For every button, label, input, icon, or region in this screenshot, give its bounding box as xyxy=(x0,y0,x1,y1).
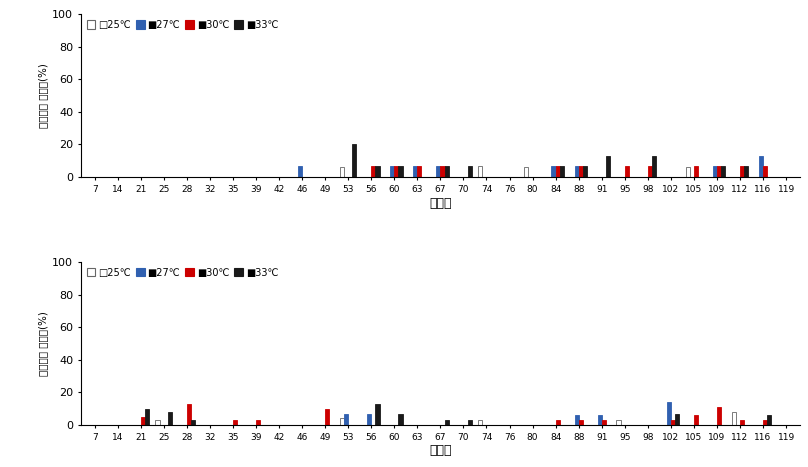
Bar xyxy=(694,166,698,177)
Bar xyxy=(721,166,726,177)
Bar xyxy=(598,415,602,425)
Bar xyxy=(763,420,767,425)
Bar xyxy=(732,412,736,425)
Bar xyxy=(325,409,330,425)
Bar xyxy=(717,166,721,177)
Bar xyxy=(233,420,237,425)
Bar xyxy=(478,166,482,177)
Bar xyxy=(675,414,680,425)
Bar xyxy=(376,166,380,177)
Bar xyxy=(648,166,652,177)
Bar xyxy=(579,166,583,177)
Y-axis label: 수콃성충 폐사율(%): 수콃성충 폐사율(%) xyxy=(38,311,48,376)
Bar xyxy=(767,415,772,425)
Bar xyxy=(667,402,671,425)
Bar xyxy=(556,166,560,177)
Bar xyxy=(759,156,763,177)
Bar xyxy=(574,415,579,425)
Bar xyxy=(478,420,482,425)
Legend: □25℃, ■27℃, ■30℃, ■33℃: □25℃, ■27℃, ■30℃, ■33℃ xyxy=(82,16,282,34)
Bar xyxy=(394,166,398,177)
Bar xyxy=(625,166,629,177)
Bar xyxy=(524,167,528,177)
Bar xyxy=(444,166,448,177)
Bar xyxy=(556,420,560,425)
Bar xyxy=(398,414,402,425)
Bar xyxy=(444,420,448,425)
Bar xyxy=(713,166,717,177)
Bar xyxy=(256,420,260,425)
Bar xyxy=(340,418,344,425)
Bar xyxy=(468,420,472,425)
Bar xyxy=(652,156,656,177)
X-axis label: 산란일: 산란일 xyxy=(429,197,452,210)
Bar xyxy=(145,409,149,425)
Bar xyxy=(740,166,744,177)
Bar xyxy=(436,166,440,177)
Bar xyxy=(740,420,744,425)
Bar xyxy=(398,166,402,177)
Bar xyxy=(298,166,302,177)
Bar xyxy=(694,415,698,425)
Bar xyxy=(187,404,191,425)
Bar xyxy=(367,414,371,425)
Legend: □25℃, ■27℃, ■30℃, ■33℃: □25℃, ■27℃, ■30℃, ■33℃ xyxy=(82,264,282,282)
Bar xyxy=(717,407,721,425)
Bar xyxy=(155,420,160,425)
Bar xyxy=(686,167,690,177)
Bar xyxy=(744,166,748,177)
Bar xyxy=(191,420,195,425)
Bar xyxy=(579,420,583,425)
Bar xyxy=(583,166,587,177)
Bar xyxy=(560,166,564,177)
Bar xyxy=(574,166,579,177)
Bar xyxy=(551,166,556,177)
Bar xyxy=(417,166,422,177)
Bar xyxy=(602,420,606,425)
Bar xyxy=(413,166,417,177)
Bar xyxy=(468,166,472,177)
Bar xyxy=(340,167,344,177)
Bar xyxy=(390,166,394,177)
X-axis label: 산란일: 산란일 xyxy=(429,445,452,457)
Bar xyxy=(371,166,376,177)
Bar xyxy=(671,420,675,425)
Bar xyxy=(141,417,145,425)
Bar xyxy=(440,166,444,177)
Bar xyxy=(352,144,356,177)
Bar xyxy=(617,420,621,425)
Bar xyxy=(344,414,348,425)
Bar xyxy=(376,404,380,425)
Bar xyxy=(606,156,610,177)
Y-axis label: 암콃성충 폐사율(%): 암콃성충 폐사율(%) xyxy=(38,63,48,128)
Bar xyxy=(168,412,172,425)
Bar xyxy=(763,166,767,177)
